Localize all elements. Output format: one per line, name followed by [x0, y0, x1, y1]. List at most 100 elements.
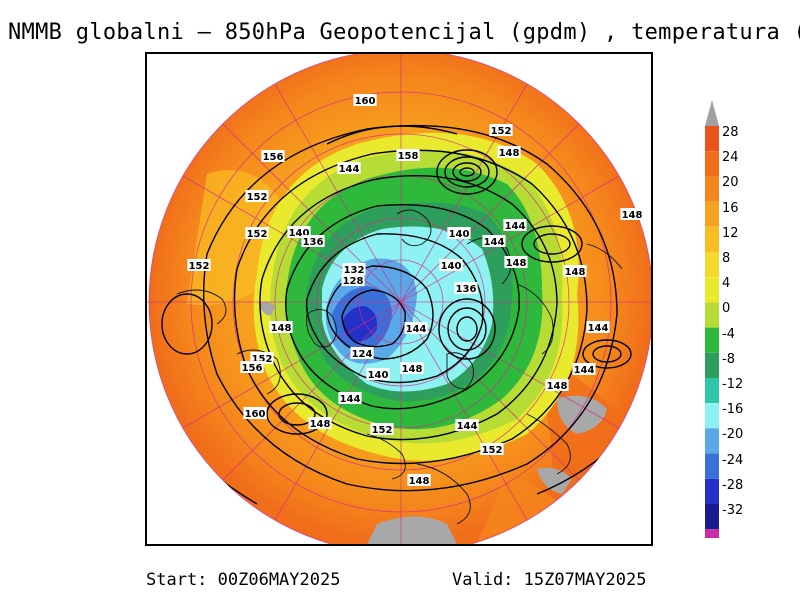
colorbar-tick-label: 12 — [722, 225, 739, 241]
contour-label: 140 — [366, 368, 390, 381]
contour-label-text: 144 — [457, 421, 478, 432]
map-title: NMMB globalni – 850hPa Geopotencijal (gp… — [8, 20, 800, 45]
contour-label-text: 148 — [271, 323, 292, 334]
contour-label: 132 — [342, 263, 366, 276]
contour-label: 160 — [353, 94, 377, 107]
contour-label: 136 — [301, 235, 325, 248]
colorbar-tick-label: 4 — [722, 276, 731, 292]
contour-label-text: 156 — [263, 152, 284, 163]
contour-label: 148 — [497, 146, 521, 159]
contour-label-text: 152 — [252, 354, 273, 365]
contour-label-text: 148 — [499, 148, 520, 159]
contour-label: 140 — [447, 227, 471, 240]
colorbar-swatch — [705, 176, 719, 202]
contour-label: 152 — [245, 190, 269, 203]
contour-label-text: 152 — [491, 126, 512, 137]
colorbar-tick-label: -12 — [722, 377, 744, 392]
contour-label-text: 152 — [189, 261, 210, 272]
contour-label-text: 136 — [456, 284, 477, 295]
colorbar-tick-label: 8 — [722, 251, 731, 266]
contour-label-text: 140 — [449, 229, 470, 240]
contour-label-text: 140 — [368, 370, 389, 381]
contour-label-text: 148 — [409, 476, 430, 487]
colorbar-swatch — [705, 126, 719, 152]
contour-label: 148 — [400, 362, 424, 375]
colorbar-tick-label: -8 — [722, 351, 735, 367]
terrain-mask — [367, 516, 457, 544]
colorbar-tick-label: 24 — [722, 150, 739, 166]
colorbar-tick-label: -20 — [722, 427, 744, 443]
contour-label: 148 — [308, 417, 332, 430]
colorbar-swatch — [705, 504, 719, 530]
contour-label: 152 — [480, 443, 504, 456]
colorbar-swatch — [705, 252, 719, 278]
contour-label: 144 — [338, 392, 362, 405]
contour-label-text: 144 — [339, 164, 360, 175]
colorbar-top-arrow — [705, 100, 719, 126]
contour-label: 144 — [586, 321, 610, 334]
colorbar-tick-label: 28 — [722, 125, 739, 140]
contour-label: 144 — [404, 322, 428, 335]
contour-label: 136 — [454, 282, 478, 295]
contour-label-text: 158 — [398, 151, 419, 162]
start-time: Start: 00Z06MAY2025 — [146, 570, 341, 590]
colorbar-tick-label: -24 — [722, 452, 744, 468]
contour-label: 148 — [620, 208, 644, 221]
colorbar-swatch — [705, 226, 719, 252]
contour-label: 144 — [482, 235, 506, 248]
colorbar-swatch — [705, 277, 719, 303]
colorbar-swatch — [705, 428, 719, 454]
contour-label-text: 152 — [372, 425, 393, 436]
contour-label-text: 152 — [247, 192, 268, 203]
contour-label-text: 148 — [547, 381, 568, 392]
contour-label: 128 — [341, 274, 365, 287]
contour-label: 148 — [563, 265, 587, 278]
colorbar-swatch — [705, 352, 719, 378]
contour-label: 144 — [503, 219, 527, 232]
colorbar-swatch — [705, 403, 719, 429]
contour-label-text: 148 — [402, 364, 423, 375]
temperature-colorbar — [705, 100, 719, 538]
contour-label: 140 — [439, 259, 463, 272]
colorbar-swatch — [705, 529, 719, 538]
colorbar-tick-label: -32 — [722, 503, 744, 518]
contour-label: 152 — [489, 124, 513, 137]
map-panel: 160 152 156 158 148 144 152 148 144 140 152 136 140 1… — [145, 52, 653, 546]
contour-label-text: 148 — [622, 210, 643, 221]
contour-label-text: 160 — [355, 96, 376, 107]
contour-label-text: 148 — [565, 267, 586, 278]
contour-label: 144 — [572, 363, 596, 376]
colorbar-swatch — [705, 327, 719, 353]
colorbar-tick-label: -16 — [722, 402, 744, 418]
colorbar-tick-label: 20 — [722, 175, 739, 191]
contour-label: 124 — [350, 347, 374, 360]
colorbar-swatch — [705, 302, 719, 328]
contour-label: 148 — [407, 474, 431, 487]
contour-label-text: 144 — [484, 237, 505, 248]
contour-label: 160 — [243, 407, 267, 420]
contour-label-text: 156 — [242, 363, 263, 374]
colorbar-tick-label: 16 — [722, 200, 739, 216]
contour-label: 156 — [261, 150, 285, 163]
contour-label-text: 140 — [441, 261, 462, 272]
contour-label-text: 124 — [352, 349, 373, 360]
contour-label-text: 144 — [505, 221, 526, 232]
contour-label-text: 140 — [289, 228, 310, 239]
contour-label-text: 152 — [482, 445, 503, 456]
contour-label: 152 — [187, 259, 211, 272]
contour-label: 152 — [245, 227, 269, 240]
contour-label: 156 — [240, 361, 264, 374]
contour-label: 148 — [504, 256, 528, 269]
colorbar-tick-label: -28 — [722, 477, 744, 493]
colorbar-swatch — [705, 478, 719, 504]
contour-label: 144 — [455, 419, 479, 432]
contour-label-text: 152 — [247, 229, 268, 240]
colorbar-swatch — [705, 378, 719, 404]
contour-label: 152 — [370, 423, 394, 436]
contour-label-text: 160 — [245, 409, 266, 420]
contour-label-text: 132 — [344, 265, 365, 276]
contour-label-text: 144 — [588, 323, 609, 334]
contour-label-text: 148 — [506, 258, 527, 269]
